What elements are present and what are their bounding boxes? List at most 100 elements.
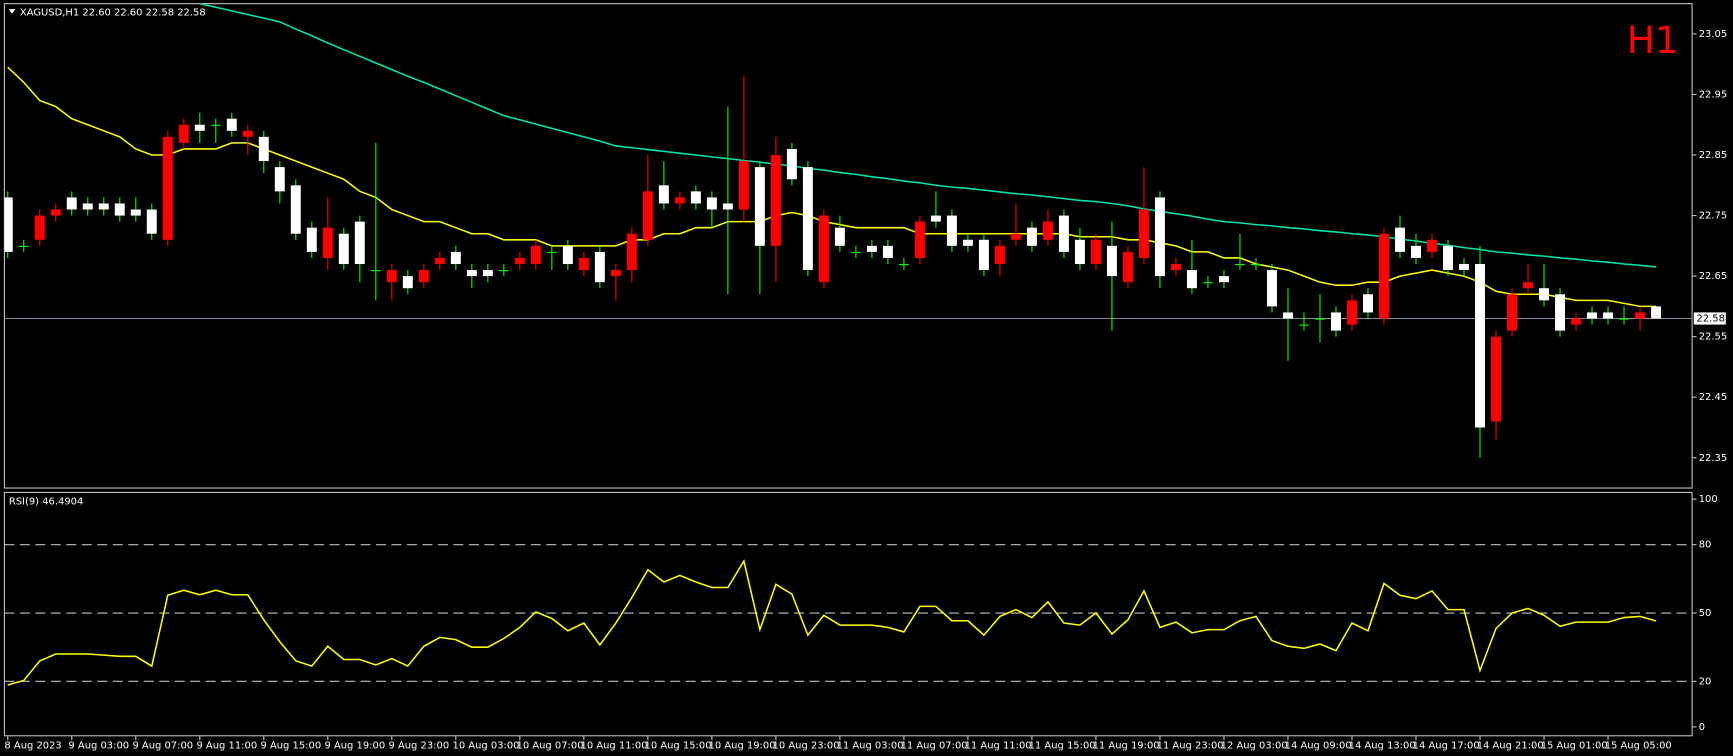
candle-body bbox=[370, 270, 381, 272]
x-tick-label: 10 Aug 11:00 bbox=[581, 741, 648, 752]
candle-body bbox=[722, 203, 733, 210]
candle-body bbox=[354, 221, 365, 265]
candle-body bbox=[162, 136, 173, 240]
candle-body bbox=[1491, 336, 1501, 422]
y-tick-label: 22.55 bbox=[1699, 332, 1727, 343]
candle-body bbox=[1282, 312, 1293, 319]
candle-body bbox=[338, 233, 349, 265]
x-tick-label: 11 Aug 07:00 bbox=[901, 741, 968, 752]
candle-body bbox=[306, 227, 317, 252]
y-tick-label: 22.65 bbox=[1699, 271, 1727, 282]
candle-body bbox=[738, 161, 749, 210]
x-tick-label: 9 Aug 23:00 bbox=[388, 741, 449, 752]
y-tick-label: 22.85 bbox=[1699, 150, 1727, 161]
rsi-y-tick-label: 80 bbox=[1699, 540, 1712, 551]
x-tick-label: 9 Aug 15:00 bbox=[260, 741, 321, 752]
candle-body bbox=[1507, 294, 1517, 331]
candle-body bbox=[1443, 245, 1453, 271]
candle-body bbox=[1411, 245, 1421, 258]
candle-body bbox=[994, 245, 1005, 265]
candle-body bbox=[818, 215, 829, 283]
candle-body bbox=[866, 245, 877, 252]
candle-body bbox=[290, 185, 301, 234]
candle-body bbox=[562, 245, 573, 265]
candle-body bbox=[1106, 245, 1117, 277]
x-tick-label: 11 Aug 11:00 bbox=[965, 741, 1032, 752]
candle-body bbox=[834, 227, 845, 246]
candle-body bbox=[434, 257, 445, 265]
candle-body bbox=[258, 136, 269, 162]
candle-body bbox=[498, 270, 509, 272]
x-tick-label: 10 Aug 19:00 bbox=[709, 741, 776, 752]
x-tick-label: 10 Aug 07:00 bbox=[517, 741, 584, 752]
y-tick-label: 22.35 bbox=[1699, 453, 1727, 464]
candle-body bbox=[1555, 294, 1565, 331]
candle-body bbox=[1266, 270, 1277, 307]
candle-body bbox=[1298, 324, 1309, 326]
candle-body bbox=[642, 191, 653, 240]
rsi-line bbox=[7, 559, 1657, 686]
main-panel-frame bbox=[3, 3, 1693, 489]
menu-triangle bbox=[8, 9, 16, 14]
candle-body bbox=[882, 245, 893, 258]
candle-body bbox=[626, 233, 637, 271]
candle-body bbox=[226, 118, 237, 131]
candle-body bbox=[786, 148, 797, 180]
x-tick-label: 10 Aug 23:00 bbox=[773, 741, 840, 752]
period-label: H1 bbox=[1627, 18, 1679, 62]
axes: 22.35 22.45 22.55 22.65 22.75 22.85 22.95 23.05… bbox=[4, 29, 1727, 752]
x-tick-label: 8 Aug 2023 bbox=[4, 741, 61, 752]
candle-body bbox=[1363, 294, 1373, 313]
candle-body bbox=[1651, 306, 1662, 319]
price-plot bbox=[4, 3, 1693, 458]
candle-body bbox=[1026, 227, 1037, 246]
x-tick-label: 9 Aug 07:00 bbox=[132, 741, 193, 752]
candle-body bbox=[1603, 312, 1614, 319]
x-tick-label: 15 Aug 05:00 bbox=[1605, 741, 1672, 752]
candle-body bbox=[546, 251, 557, 254]
rsi-panel-frame bbox=[3, 491, 1693, 737]
candle-body bbox=[770, 155, 781, 246]
candle-body bbox=[754, 167, 765, 246]
candle-body bbox=[706, 197, 717, 210]
candle-body bbox=[466, 270, 477, 277]
candle-body bbox=[1154, 197, 1165, 277]
x-tick-label: 11 Aug 03:00 bbox=[837, 741, 904, 752]
candle-body bbox=[1395, 227, 1405, 252]
candle-body bbox=[1587, 312, 1598, 319]
rsi-y-tick-label: 20 bbox=[1699, 676, 1712, 687]
candle-body bbox=[34, 215, 45, 240]
x-tick-label: 14 Aug 17:00 bbox=[1413, 741, 1480, 752]
x-tick-label: 10 Aug 15:00 bbox=[645, 741, 712, 752]
candle-body bbox=[690, 191, 701, 204]
candle-body bbox=[1058, 215, 1069, 252]
candle-body bbox=[4, 197, 13, 252]
x-tick-label: 14 Aug 21:00 bbox=[1477, 741, 1544, 752]
candle-body bbox=[1010, 233, 1021, 240]
x-tick-label: 9 Aug 11:00 bbox=[196, 741, 257, 752]
candle-body bbox=[146, 209, 157, 234]
candle-body bbox=[930, 215, 941, 222]
candle-body bbox=[18, 245, 29, 247]
candle-body bbox=[194, 124, 205, 131]
candle-body bbox=[1619, 318, 1630, 320]
x-tick-label: 11 Aug 19:00 bbox=[1093, 741, 1160, 752]
x-tick-label: 15 Aug 01:00 bbox=[1541, 741, 1608, 752]
candle-body bbox=[594, 251, 605, 283]
candle-body bbox=[978, 239, 989, 271]
candle-body bbox=[1539, 288, 1549, 301]
candle-body bbox=[850, 251, 861, 254]
candle-body bbox=[962, 239, 973, 246]
y-tick-label: 22.75 bbox=[1699, 211, 1727, 222]
y-tick-label: 22.45 bbox=[1699, 392, 1727, 403]
candle-body bbox=[242, 130, 253, 137]
candle-body bbox=[1186, 270, 1197, 289]
candle-body bbox=[946, 215, 957, 246]
candle-body bbox=[1250, 264, 1261, 266]
candle-body bbox=[1042, 221, 1053, 240]
candle-body bbox=[210, 124, 221, 126]
candle-body bbox=[658, 185, 669, 204]
candle-body bbox=[514, 257, 525, 265]
